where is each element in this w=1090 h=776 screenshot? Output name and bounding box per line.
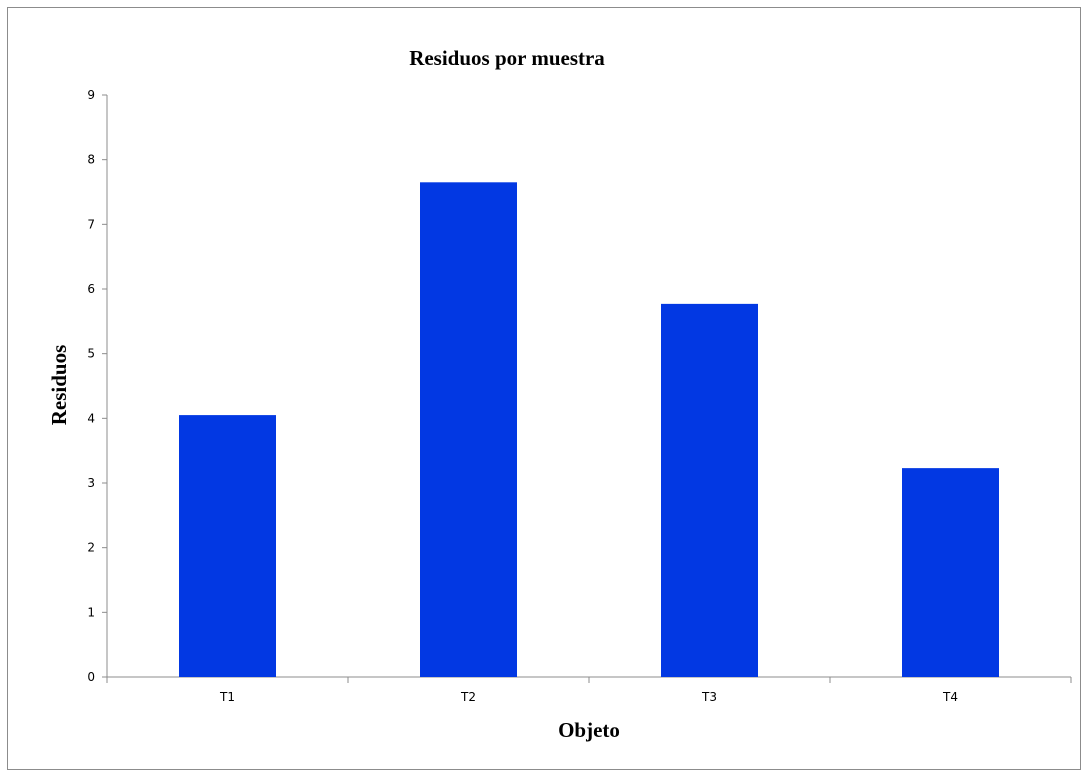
y-tick-label: 5 — [87, 347, 95, 361]
bar-t3 — [661, 303, 758, 677]
y-tick-label: 9 — [87, 88, 95, 102]
chart-title: Residuos por muestra — [409, 46, 605, 70]
y-tick-label: 8 — [87, 153, 95, 167]
y-tick-label: 4 — [87, 411, 95, 425]
y-tick-label: 3 — [87, 476, 95, 490]
y-tick-label: 7 — [87, 217, 95, 231]
x-tick-label: T1 — [219, 690, 235, 704]
x-axis-title: Objeto — [558, 718, 620, 742]
y-tick-label: 0 — [87, 670, 95, 684]
bar-t4 — [902, 468, 999, 677]
x-tick-label: T3 — [701, 690, 717, 704]
y-axis-title: Residuos — [47, 345, 71, 426]
y-tick-label: 1 — [87, 605, 95, 619]
plot-area: 0 1 2 3 4 5 6 7 8 9 T1 T2 T3 T4 — [87, 88, 1072, 704]
bar-t1 — [179, 415, 276, 677]
x-tick-label: T2 — [460, 690, 476, 704]
x-tick-label: T4 — [942, 690, 958, 704]
bar-t2 — [420, 182, 517, 678]
y-tick-label: 2 — [87, 541, 95, 555]
y-tick-label: 6 — [87, 282, 95, 296]
